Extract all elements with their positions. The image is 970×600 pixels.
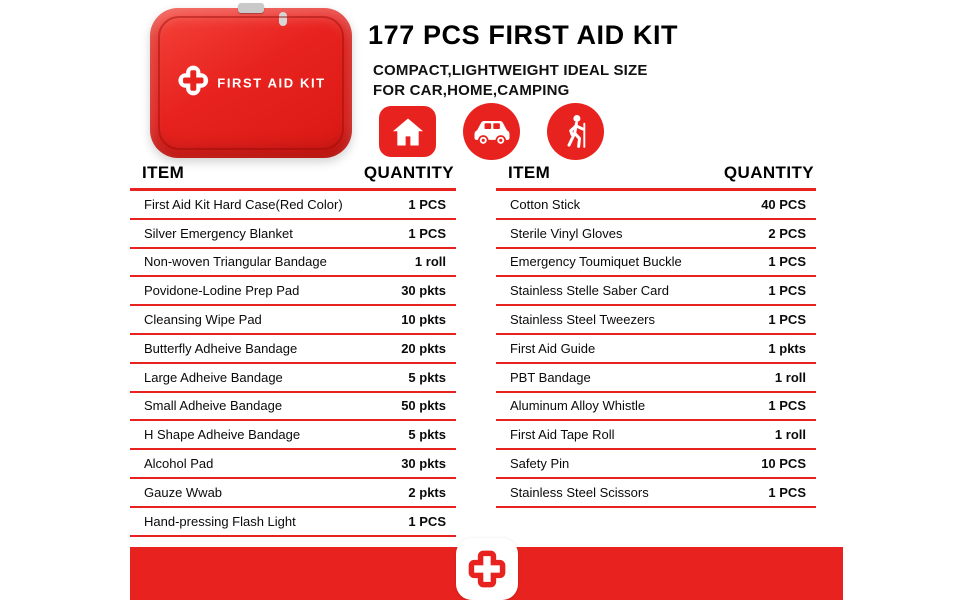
table-row: Gauze Wwab 2 pkts: [130, 479, 456, 508]
item-name: Non-woven Triangular Bandage: [144, 254, 327, 270]
quantity-column-header: QUANTITY: [363, 163, 454, 182]
item-name: Cotton Stick: [510, 196, 581, 212]
item-quantity: 50 pkts: [401, 398, 446, 414]
table-row: Safety Pin 10 PCS: [496, 450, 816, 479]
footer-banner: [130, 538, 843, 600]
item-quantity: 30 pkts: [401, 283, 446, 299]
item-name: Silver Emergency Blanket: [144, 225, 293, 241]
item-name: Stainless Stelle Saber Card: [510, 283, 669, 299]
item-name: Small Adheive Bandage: [144, 398, 283, 414]
item-quantity: 1 PCS: [768, 484, 806, 500]
item-quantity: 1 roll: [414, 254, 446, 270]
table-row: Stainless Steel Scissors 1 PCS: [496, 479, 816, 508]
item-name: Hand-pressing Flash Light: [144, 513, 296, 529]
table-header: ITEM QUANTITY: [130, 163, 456, 191]
item-quantity: 1 PCS: [768, 283, 806, 299]
item-quantity: 1 PCS: [408, 225, 446, 241]
item-column-header: ITEM: [142, 163, 185, 182]
table-row: Cleansing Wipe Pad 10 pkts: [130, 306, 456, 335]
red-cross-icon: [468, 550, 505, 588]
table-row: Stainless Steel Tweezers 1 PCS: [496, 306, 816, 335]
item-column-header: ITEM: [508, 163, 551, 182]
table-row: First Aid Tape Roll 1 roll: [496, 421, 816, 451]
usage-icons: [379, 103, 604, 160]
table-row: Stainless Stelle Saber Card 1 PCS: [496, 277, 816, 307]
medical-cross-flower-icon: [176, 64, 210, 103]
subtitle-line-2: FOR CAR,HOME,CAMPING: [373, 82, 570, 100]
item-quantity: 1 roll: [774, 427, 806, 443]
table-header: ITEM QUANTITY: [496, 163, 816, 191]
item-name: Large Adheive Bandage: [144, 369, 283, 385]
table-row: Sterile Vinyl Gloves 2 PCS: [496, 220, 816, 249]
table-row: Aluminum Alloy Whistle 1 PCS: [496, 393, 816, 422]
item-quantity: 1 PCS: [408, 513, 446, 529]
item-name: First Aid Kit Hard Case(Red Color): [144, 196, 343, 212]
item-name: Povidone-Lodine Prep Pad: [144, 283, 300, 299]
item-quantity: 1 pkts: [768, 340, 806, 356]
table-row: Non-woven Triangular Bandage 1 roll: [130, 249, 456, 278]
subtitle-line-1: COMPACT,LIGHTWEIGHT IDEAL SIZE: [373, 62, 648, 79]
table-row: Cotton Stick 40 PCS: [496, 191, 816, 220]
table-row: Emergency Toumiquet Buckle 1 PCS: [496, 249, 816, 278]
item-quantity: 10 pkts: [401, 312, 446, 328]
contents-table-left: ITEM QUANTITY First Aid Kit Hard Case(Re…: [130, 163, 456, 537]
case-logo: FIRST AID KIT: [176, 64, 325, 103]
zipper-pull-icon: [279, 12, 287, 26]
item-quantity: 5 pkts: [408, 369, 446, 385]
item-name: First Aid Tape Roll: [510, 427, 615, 443]
quantity-column-header: QUANTITY: [723, 163, 814, 182]
item-name: H Shape Adheive Bandage: [144, 427, 301, 443]
subtitle: COMPACT,LIGHTWEIGHT IDEAL SIZE FOR CAR,H…: [373, 61, 648, 102]
item-name: Safety Pin: [510, 456, 570, 472]
item-quantity: 20 pkts: [401, 340, 446, 356]
car-icon: [463, 103, 520, 160]
first-aid-kit-case-image: FIRST AID KIT: [150, 3, 352, 158]
item-quantity: 2 PCS: [768, 225, 806, 241]
table-row: Large Adheive Bandage 5 pkts: [130, 364, 456, 393]
item-quantity: 1 PCS: [768, 398, 806, 414]
case-label: FIRST AID KIT: [217, 75, 326, 91]
item-name: First Aid Guide: [510, 340, 596, 356]
item-quantity: 30 pkts: [401, 456, 446, 472]
item-quantity: 10 PCS: [761, 456, 806, 472]
table-row: Hand-pressing Flash Light 1 PCS: [130, 508, 456, 537]
zipper-icon: [238, 3, 264, 13]
item-name: Aluminum Alloy Whistle: [510, 398, 646, 414]
item-quantity: 5 pkts: [408, 427, 446, 443]
item-quantity: 1 PCS: [768, 254, 806, 270]
item-quantity: 1 PCS: [408, 196, 446, 212]
table-row: Povidone-Lodine Prep Pad 30 pkts: [130, 277, 456, 307]
item-quantity: 1 PCS: [768, 312, 806, 328]
table-row: Small Adheive Bandage 50 pkts: [130, 393, 456, 422]
item-quantity: 1 roll: [774, 369, 806, 385]
table-row: Alcohol Pad 30 pkts: [130, 450, 456, 479]
item-name: Stainless Steel Scissors: [510, 484, 649, 500]
home-icon: [379, 106, 436, 157]
item-name: Sterile Vinyl Gloves: [510, 225, 623, 241]
table-row: Butterfly Adheive Bandage 20 pkts: [130, 335, 456, 364]
item-quantity: 2 pkts: [408, 484, 446, 500]
item-name: Emergency Toumiquet Buckle: [510, 254, 682, 270]
table-row: H Shape Adheive Bandage 5 pkts: [130, 421, 456, 451]
table-row: First Aid Kit Hard Case(Red Color) 1 PCS: [130, 191, 456, 220]
contents-table-right: ITEM QUANTITY Cotton Stick 40 PCS Sterile…: [496, 163, 816, 537]
table-row: PBT Bandage 1 roll: [496, 364, 816, 393]
item-name: Stainless Steel Tweezers: [510, 312, 655, 328]
item-name: Cleansing Wipe Pad: [144, 312, 262, 328]
hiking-icon: [547, 103, 604, 160]
item-name: Alcohol Pad: [144, 456, 214, 472]
item-quantity: 40 PCS: [761, 196, 806, 212]
item-name: Butterfly Adheive Bandage: [144, 340, 298, 356]
table-row: First Aid Guide 1 pkts: [496, 335, 816, 364]
item-name: Gauze Wwab: [144, 484, 223, 500]
table-row: Silver Emergency Blanket 1 PCS: [130, 220, 456, 249]
contents-tables: ITEM QUANTITY First Aid Kit Hard Case(Re…: [130, 163, 816, 537]
item-name: PBT Bandage: [510, 369, 591, 385]
first-aid-cross-badge: [455, 538, 518, 600]
page-title: 177 PCS FIRST AID KIT: [368, 20, 679, 50]
